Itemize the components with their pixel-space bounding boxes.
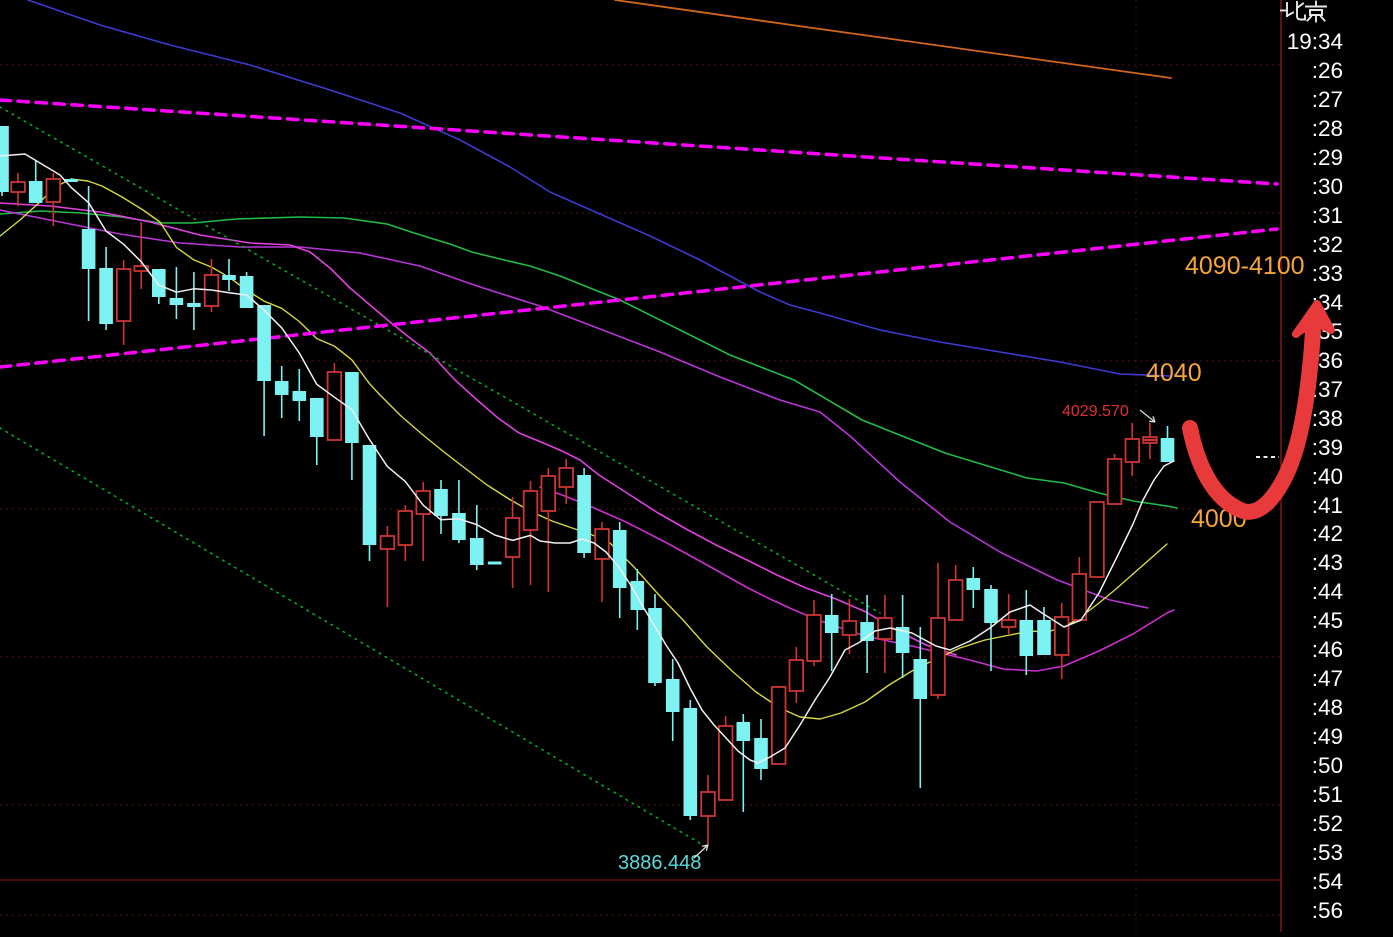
svg-text:4090-4100: 4090-4100: [1185, 252, 1305, 280]
svg-text::40: :40: [1312, 464, 1343, 489]
svg-text::38: :38: [1312, 406, 1343, 431]
svg-text:4040: 4040: [1146, 359, 1202, 387]
svg-text::27: :27: [1312, 87, 1343, 112]
svg-text::37: :37: [1312, 377, 1343, 402]
svg-text::26: :26: [1312, 58, 1343, 83]
svg-text::41: :41: [1312, 493, 1343, 518]
svg-text::33: :33: [1312, 261, 1343, 286]
svg-text::42: :42: [1312, 521, 1343, 546]
svg-text:4029.570: 4029.570: [1062, 403, 1129, 420]
svg-text::54: :54: [1312, 869, 1343, 894]
svg-text::49: :49: [1312, 724, 1343, 749]
svg-text::47: :47: [1312, 666, 1343, 691]
svg-text:3886.448: 3886.448: [618, 852, 701, 874]
svg-text::31: :31: [1312, 203, 1343, 228]
svg-text::48: :48: [1312, 695, 1343, 720]
svg-text::52: :52: [1312, 811, 1343, 836]
svg-text::45: :45: [1312, 608, 1343, 633]
svg-text::44: :44: [1312, 579, 1343, 604]
svg-text::43: :43: [1312, 550, 1343, 575]
svg-text:19:34: 19:34: [1287, 29, 1343, 54]
svg-text::51: :51: [1312, 782, 1343, 807]
svg-text::56: :56: [1312, 898, 1343, 923]
svg-text::50: :50: [1312, 753, 1343, 778]
svg-text::29: :29: [1312, 145, 1343, 170]
svg-text::30: :30: [1312, 174, 1343, 199]
svg-text::46: :46: [1312, 637, 1343, 662]
svg-text::39: :39: [1312, 435, 1343, 460]
svg-text::32: :32: [1312, 232, 1343, 257]
svg-text::28: :28: [1312, 116, 1343, 141]
svg-text::53: :53: [1312, 840, 1343, 865]
